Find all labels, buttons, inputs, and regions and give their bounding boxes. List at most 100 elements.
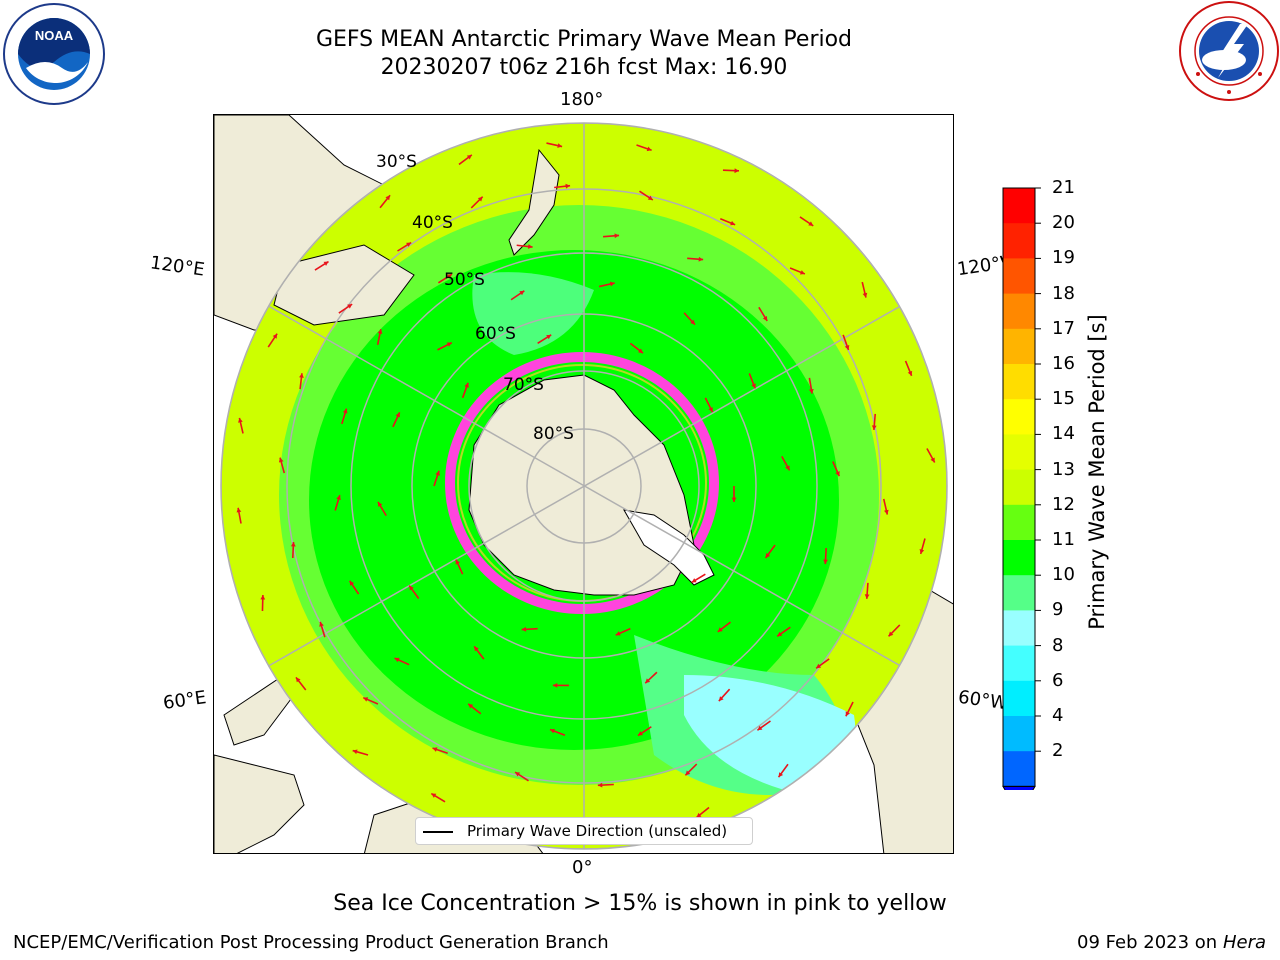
wave-arrow-head (765, 553, 771, 558)
wave-arrow-head (751, 383, 756, 389)
colorbar-segment (1003, 716, 1035, 752)
colorbar-tick-label: 16 (1052, 353, 1075, 374)
colorbar-segment (1003, 540, 1035, 576)
wave-arrow-head (685, 770, 691, 776)
lon-label-120e: 120°E (148, 252, 206, 281)
wave-arrow-head (884, 509, 889, 515)
wave-arrow-head (557, 143, 563, 148)
wave-arrow-head (785, 465, 790, 471)
colorbar-segment (1003, 504, 1035, 541)
wave-arrow-head (347, 304, 353, 309)
wave-arrow-head (696, 812, 702, 818)
wave-arrow-head (638, 348, 644, 354)
wave-arrow-head (352, 749, 358, 755)
colorbar-tick-label: 12 (1052, 493, 1075, 515)
colorbar-segment (1003, 399, 1035, 435)
wave-arrow-head (406, 242, 412, 247)
wave-arrow-head (342, 408, 348, 414)
wave-arrow-head (395, 412, 400, 418)
wave-arrow-head (614, 233, 620, 239)
wave-arrow-head (455, 559, 460, 565)
footer-machine: Hera (1222, 932, 1266, 953)
wave-arrow-head (272, 333, 278, 339)
colorbar-tick-label: 19 (1052, 247, 1075, 269)
wave-arrow-head (464, 382, 469, 388)
colorbar-tick-label: 17 (1052, 317, 1075, 339)
wave-arrow-head (637, 731, 643, 736)
wave-arrow-head (691, 578, 697, 583)
wave-arrow-head (844, 344, 850, 350)
colorbar-segment (1003, 575, 1035, 611)
land-antarctic-peninsula (623, 509, 715, 586)
wave-arrow-head (762, 315, 768, 321)
wave-arrow-head (515, 772, 521, 777)
wave-arrow-head (864, 594, 870, 599)
wave-arrow-head (717, 627, 723, 632)
colorbar-tick-label: 14 (1052, 423, 1075, 445)
wave-arrow-head (835, 471, 840, 477)
footer-date: 09 Feb 2023 on Hera (1077, 932, 1266, 953)
wave-arrow-head (808, 388, 814, 394)
wave-arrow-head (597, 782, 603, 788)
lat-label-40s: 40°S (412, 213, 453, 233)
wave-arrow-head (349, 580, 355, 586)
wave-arrow-head (446, 342, 452, 347)
wave-arrow-head (734, 168, 739, 174)
wave-arrow-head (519, 290, 525, 296)
colorbar (1002, 187, 1041, 790)
colorbar-segment (1003, 258, 1035, 295)
wave-arrow-head (527, 244, 533, 249)
wave-arrow-head (730, 220, 736, 226)
wave-arrow-head (477, 196, 483, 202)
wave-arrow-head (919, 549, 925, 554)
colorbar-segment (1003, 610, 1035, 647)
lat-label-80s: 80°S (533, 424, 574, 444)
wave-arrow-head (238, 417, 243, 423)
wave-arrow-head (808, 221, 814, 226)
wave-arrow-head (409, 585, 414, 591)
wave-arrow-head (432, 747, 438, 752)
wave-arrow-head (647, 195, 653, 200)
colorbar-tick-label: 18 (1052, 282, 1075, 304)
colorbar-tick-label: 8 (1052, 634, 1064, 656)
wave-arrow-head (435, 470, 440, 476)
land-madagascar (223, 674, 295, 746)
wave-arrow-head (431, 793, 437, 798)
wave-arrow-head (799, 270, 805, 275)
wave-arrow-head (708, 407, 713, 413)
wave-arrow-head (777, 631, 783, 637)
wave-arrow-head (888, 631, 894, 637)
colorbar-segment (1003, 328, 1035, 365)
wave-arrow-head (778, 772, 784, 778)
wave-arrow-head (816, 663, 822, 669)
wave-arrow-head (319, 621, 324, 627)
colorbar-tick-label: 15 (1052, 388, 1075, 410)
colorbar-outline (1002, 187, 1036, 787)
colorbar-tick-label: 6 (1052, 669, 1064, 691)
wave-arrow-head (698, 256, 704, 262)
colorbar-tick-label: 20 (1052, 212, 1075, 234)
wave-arrow-head (552, 682, 558, 688)
wave-arrow-head (260, 595, 266, 600)
lon-label-0: 0° (572, 857, 593, 878)
colorbar-segment (1003, 469, 1035, 506)
colorbar-tick-label: 11 (1052, 529, 1075, 550)
colorbar-segment (1003, 680, 1035, 717)
colorbar-tick-label: 13 (1052, 458, 1075, 480)
wave-arrow-head (377, 329, 383, 334)
wave-arrow-head (290, 542, 296, 547)
footer-credit: NCEP/EMC/Verification Post Processing Pr… (13, 932, 609, 953)
noaa-logo: NOAA (3, 3, 105, 105)
map-title: GEFS MEAN Antarctic Primary Wave Mean Pe… (315, 27, 853, 52)
wave-arrow-head (336, 495, 341, 501)
wave-arrow-head (394, 657, 400, 663)
noaa-logo-text: NOAA (35, 28, 74, 43)
sea-ice-ring (445, 352, 719, 614)
caption: Sea Ice Concentration > 15% is shown in … (333, 891, 947, 916)
wave-arrow-head (546, 334, 552, 340)
lat-label-60s: 60°S (475, 324, 516, 344)
wave-arrow-head (757, 725, 763, 731)
wave-arrow-head (323, 261, 329, 266)
map-legend: Primary Wave Direction (unscaled) (415, 817, 753, 845)
wave-arrow-head (862, 292, 868, 298)
